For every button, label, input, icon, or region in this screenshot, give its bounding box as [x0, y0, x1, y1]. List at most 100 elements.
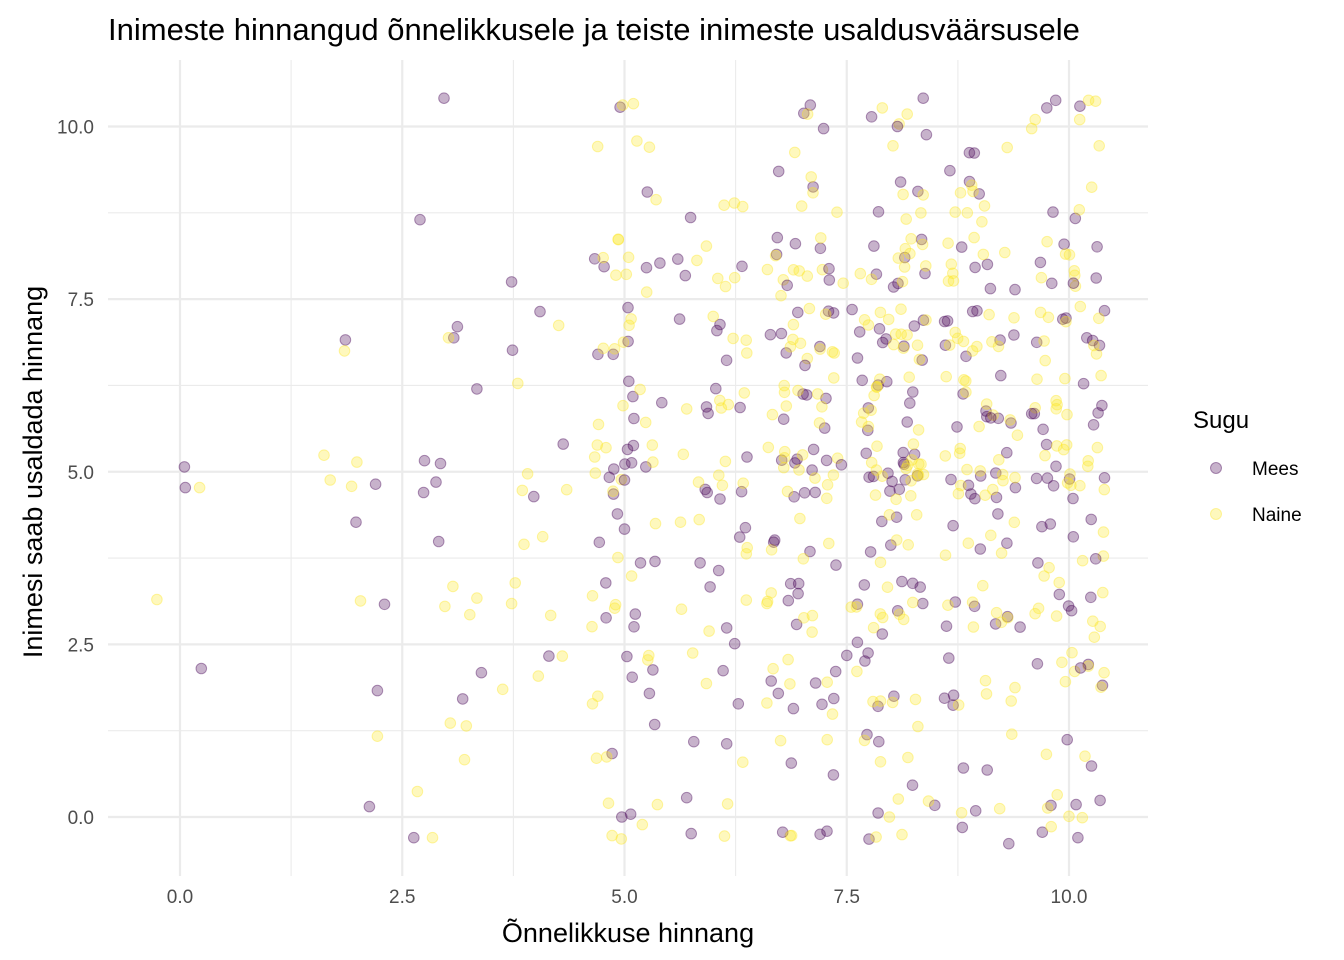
- point-mees: [506, 344, 519, 357]
- point-mees: [890, 511, 903, 524]
- point-naine: [741, 541, 754, 554]
- point-naine: [1029, 402, 1041, 414]
- point-naine: [787, 318, 800, 331]
- point-naine: [597, 251, 610, 264]
- point-naine: [900, 462, 912, 475]
- point-naine: [966, 596, 979, 609]
- point-mees: [963, 146, 976, 159]
- point-mees: [816, 698, 828, 711]
- point-mees: [859, 655, 871, 667]
- point-mees: [694, 557, 706, 569]
- point-mees: [965, 488, 977, 500]
- point-naine: [718, 830, 731, 842]
- point-naine: [787, 333, 799, 346]
- point-mees: [704, 581, 716, 593]
- point-mees: [772, 165, 785, 178]
- point-mees: [1063, 473, 1076, 485]
- point-naine: [1089, 95, 1102, 107]
- point-naine: [942, 599, 954, 612]
- point-mees: [804, 545, 816, 558]
- point-mees: [1082, 658, 1095, 671]
- point-naine: [983, 308, 995, 321]
- point-mees: [981, 410, 993, 423]
- point-mees: [919, 267, 931, 280]
- point-mees: [899, 474, 912, 486]
- point-naine: [612, 233, 625, 245]
- point-naine: [1051, 440, 1063, 452]
- y-tick-label: 7.5: [68, 290, 94, 311]
- point-mees: [951, 421, 963, 433]
- point-naine: [871, 440, 883, 453]
- point-naine: [639, 416, 652, 429]
- point-naine: [354, 595, 367, 607]
- point-naine: [1066, 646, 1078, 659]
- point-mees: [728, 637, 741, 650]
- point-mees: [1061, 733, 1073, 746]
- point-naine: [675, 603, 688, 616]
- point-mees: [969, 261, 981, 274]
- point-naine: [691, 254, 703, 267]
- point-mees: [432, 535, 445, 548]
- point-mees: [1014, 621, 1026, 633]
- point-mees: [628, 621, 640, 633]
- point-mees: [856, 374, 869, 387]
- point-naine: [947, 267, 959, 280]
- point-mees: [885, 539, 897, 551]
- point-naine: [952, 487, 965, 500]
- point-mees: [880, 333, 892, 345]
- data-points: [151, 92, 1111, 850]
- point-mees: [764, 328, 777, 341]
- point-mees: [956, 821, 969, 834]
- point-mees: [688, 735, 700, 748]
- point-naine: [901, 108, 914, 120]
- point-mees: [947, 519, 959, 532]
- point-naine: [1051, 789, 1063, 801]
- point-naine: [1038, 570, 1050, 582]
- point-naine: [949, 206, 962, 218]
- point-naine: [651, 798, 664, 811]
- point-naine: [1064, 468, 1076, 480]
- point-naine: [819, 308, 832, 321]
- point-naine: [907, 596, 919, 609]
- point-mees: [641, 186, 654, 198]
- point-mees: [971, 305, 983, 317]
- y-axis-title: Inimesi saab usaldada hinnang: [18, 286, 48, 658]
- point-naine: [1063, 249, 1076, 261]
- point-mees: [887, 281, 900, 293]
- point-mees: [828, 692, 840, 705]
- point-naine: [781, 485, 794, 498]
- point-mees: [622, 335, 634, 348]
- point-mees: [853, 326, 866, 338]
- point-naine: [939, 549, 952, 562]
- point-mees: [1067, 531, 1080, 543]
- point-mees: [966, 305, 979, 318]
- point-naine: [893, 608, 906, 621]
- point-mees: [814, 828, 826, 841]
- point-naine: [1041, 235, 1053, 248]
- point-mees: [451, 320, 464, 333]
- point-mees: [863, 471, 875, 484]
- point-mees: [858, 579, 871, 591]
- point-mees: [607, 348, 620, 361]
- point-mees: [841, 649, 853, 662]
- point-mees: [1057, 313, 1069, 326]
- point-naine: [809, 472, 821, 484]
- point-naine: [793, 464, 805, 476]
- point-naine: [980, 688, 993, 700]
- point-naine: [857, 407, 870, 420]
- point-naine: [496, 683, 509, 696]
- point-naine: [893, 118, 905, 130]
- point-mees: [801, 389, 813, 401]
- point-mees: [872, 379, 884, 391]
- point-mees: [938, 315, 951, 328]
- point-mees: [616, 811, 628, 823]
- point-naine: [957, 335, 970, 348]
- point-naine: [591, 140, 604, 153]
- point-naine: [942, 237, 954, 249]
- point-mees: [1074, 662, 1087, 674]
- point-mees: [962, 479, 975, 492]
- point-naine: [623, 319, 635, 332]
- point-naine: [794, 512, 806, 525]
- point-naine: [1091, 441, 1104, 454]
- point-naine: [458, 753, 471, 766]
